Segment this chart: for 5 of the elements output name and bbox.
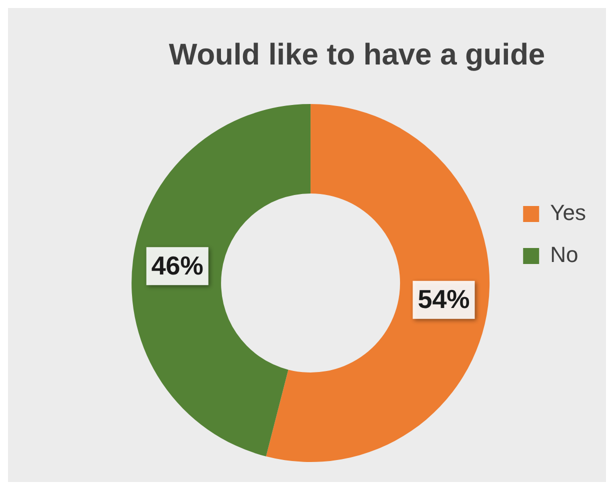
data-label: 46%: [151, 250, 204, 280]
chart-title: Would like to have a guide: [168, 38, 546, 72]
data-label: 54%: [418, 284, 470, 314]
legend-label: Yes: [550, 200, 586, 226]
legend-label: No: [550, 242, 578, 268]
